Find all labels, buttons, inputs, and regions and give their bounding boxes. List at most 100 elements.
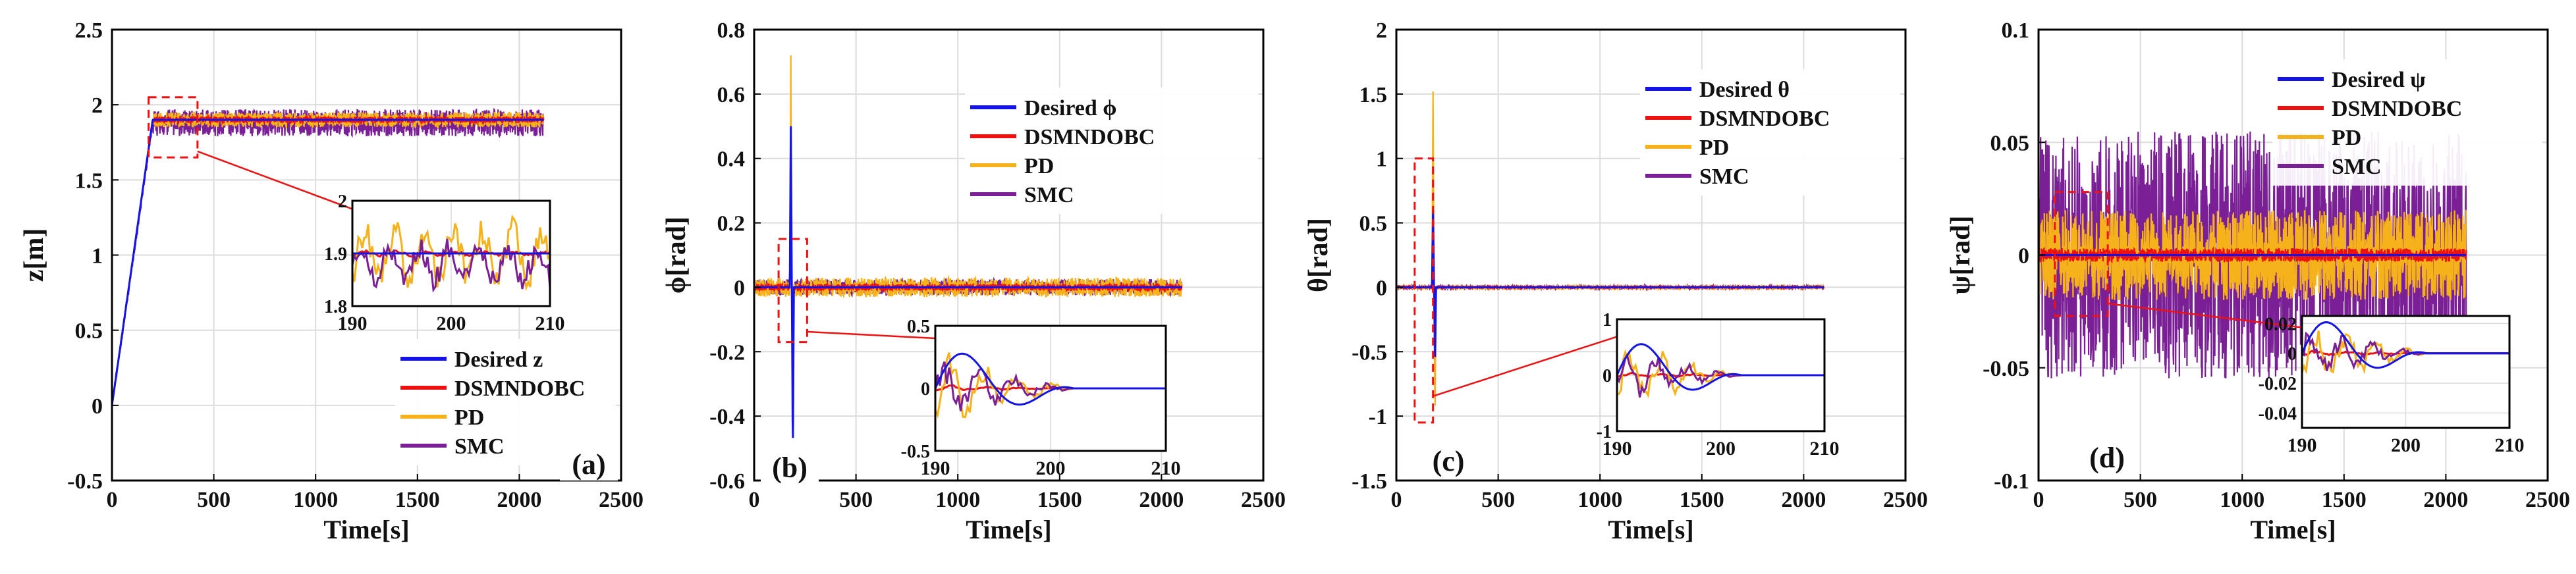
inset-y-tick-label: -0.04 <box>2259 404 2297 424</box>
inset-y-tick-label: 2 <box>338 192 347 212</box>
legend: Desired z DSMNDOBC PD SMC <box>395 339 616 465</box>
legend: Desired ψ DSMNDOBC PD SMC <box>2272 59 2542 186</box>
panel-label: (d) <box>2089 442 2125 474</box>
inset-x-tick-label: 210 <box>2495 434 2525 456</box>
panel-b: 0 500 1000 1500 2000 2500-0.6-0.4-0.200.20.40… <box>661 18 1286 544</box>
panel-label-background <box>1419 444 1477 477</box>
axes-frame <box>1395 28 1907 482</box>
x-tick-label: 1000 <box>293 488 338 512</box>
inset-y-tick-label: 1.8 <box>324 297 347 317</box>
zoom-region-box <box>777 238 808 344</box>
legend-entry-dsmndobc: DSMNDOBC <box>1024 125 1155 149</box>
inset-x-tick-label: 210 <box>1151 457 1181 479</box>
legend-entry-pd: PD <box>1024 154 1054 178</box>
series-line-desired <box>754 126 1182 438</box>
inset-x-tick-label: 190 <box>1603 438 1632 459</box>
x-tick-label: 2000 <box>1139 488 1184 512</box>
inset-y-tick-label: 0.5 <box>907 317 930 337</box>
zoom-arrow-line <box>197 150 366 215</box>
x-tick-label: 1500 <box>1680 488 1724 512</box>
inset-y-tick-label: 0 <box>921 379 930 400</box>
x-axis-label: Time[s] <box>1608 515 1693 544</box>
legend-entry-desired: Desired ϕ <box>1024 96 1117 120</box>
inset-y-tick-label: 1.9 <box>324 244 347 265</box>
panel-label-box: (c) <box>1419 444 1477 477</box>
legend-entry-desired: Desired ψ <box>2332 68 2426 92</box>
y-tick-label: -0.05 <box>1983 357 2029 381</box>
panel-label-background <box>761 451 819 484</box>
y-tick-label: 0.8 <box>717 18 746 43</box>
panel-c: 0 500 1000 1500 2000 2500-1.5-1-0.500.511.52T… <box>1303 18 1928 544</box>
inset-axes: 190 200 210 -1 0 1 <box>1597 310 1840 459</box>
panel-label-box: (a) <box>560 448 618 481</box>
series-line-desired <box>1396 209 1824 357</box>
legend-entry-pd: PD <box>1699 136 1729 160</box>
x-tick-label: 1000 <box>2220 488 2264 512</box>
x-tick-label: 1000 <box>935 488 980 512</box>
inset-y-tick-label: -1 <box>1597 422 1612 442</box>
inset-x-tick-label: 210 <box>1810 438 1840 459</box>
series-line-pd <box>2039 209 2467 300</box>
x-tick-label: 500 <box>197 488 231 512</box>
y-tick-label: -1.5 <box>1352 469 1387 494</box>
inset-x-tick-label: 200 <box>1036 457 1066 479</box>
panel-label-box: (b) <box>761 451 819 484</box>
inset-series-pd <box>352 214 550 292</box>
y-tick-label: 0.5 <box>75 319 103 344</box>
panel-label-box: (d) <box>2078 441 2136 474</box>
series-line-desired <box>112 118 544 406</box>
inset-y-tick-label: 1 <box>1603 310 1612 330</box>
y-tick-label: 1.5 <box>1359 83 1388 107</box>
inset-x-tick-label: 200 <box>2391 434 2421 456</box>
inset-series-desired <box>1617 343 1824 391</box>
inset-y-tick-label: -0.02 <box>2259 374 2297 394</box>
legend-entry-smc: SMC <box>454 434 505 459</box>
x-tick-label: 500 <box>1481 488 1515 512</box>
inset-axes: 190 200 210 -0.04 -0.02 0 0.02 <box>2259 314 2525 456</box>
legend-entry-pd: PD <box>454 405 484 430</box>
inset-x-tick-label: 210 <box>535 313 565 334</box>
x-axis-label: Time[s] <box>966 515 1051 544</box>
inset-series-desired <box>935 352 1166 406</box>
x-axis-label: Time[s] <box>323 515 409 544</box>
panel-label-background <box>2078 441 2136 474</box>
y-tick-label: 0.1 <box>2002 18 2030 43</box>
legend-entry-dsmndobc: DSMNDOBC <box>2332 97 2462 121</box>
inset-y-tick-label: -0.5 <box>901 442 930 462</box>
panel-label-background <box>560 448 618 481</box>
inset-frame <box>351 199 551 307</box>
x-tick-label: 0 <box>2033 488 2044 512</box>
inset-y-tick-label: 0.02 <box>2264 314 2297 334</box>
y-tick-label: 0.05 <box>1990 131 2030 155</box>
x-axis-label: Time[s] <box>2250 515 2336 544</box>
inset-frame <box>934 325 1167 452</box>
y-axis-label: θ[rad] <box>1303 218 1334 292</box>
legend-entry-smc: SMC <box>2332 155 2382 179</box>
x-tick-label: 2500 <box>2525 488 2570 512</box>
y-axis-label: ϕ[rad] <box>661 217 692 294</box>
inset-x-tick-label: 190 <box>921 457 950 479</box>
x-tick-label: 1500 <box>1037 488 1082 512</box>
x-tick-label: 500 <box>839 488 873 512</box>
y-tick-label: 0.4 <box>717 147 746 172</box>
series-line-smc <box>2039 131 2467 379</box>
inset-axes: 190 200 210 -0.5 0 0.5 <box>901 317 1181 479</box>
panel-label: (c) <box>1433 445 1465 477</box>
y-tick-label: 2.5 <box>75 18 103 43</box>
inset-x-tick-label: 190 <box>338 313 368 334</box>
y-tick-label: 0 <box>734 276 745 300</box>
y-tick-label: -0.5 <box>1352 340 1387 365</box>
legend-entry-desired: Desired θ <box>1699 78 1790 102</box>
y-tick-label: 0.5 <box>1359 212 1388 236</box>
x-tick-label: 2500 <box>1241 488 1286 512</box>
legend-entry-smc: SMC <box>1699 165 1749 189</box>
legend-entry-dsmndobc: DSMNDOBC <box>1699 107 1830 131</box>
y-tick-label: 0 <box>92 394 103 419</box>
y-tick-label: 2 <box>92 93 103 118</box>
y-tick-label: 0.2 <box>717 212 746 236</box>
panel-label: (b) <box>772 452 808 484</box>
legend: Desired ϕ DSMNDOBC PD SMC <box>965 88 1258 214</box>
y-tick-label: 2 <box>1376 18 1387 43</box>
panel-d: 0 500 1000 1500 2000 2500-0.1-0.0500.050.1Tim… <box>1946 18 2570 544</box>
